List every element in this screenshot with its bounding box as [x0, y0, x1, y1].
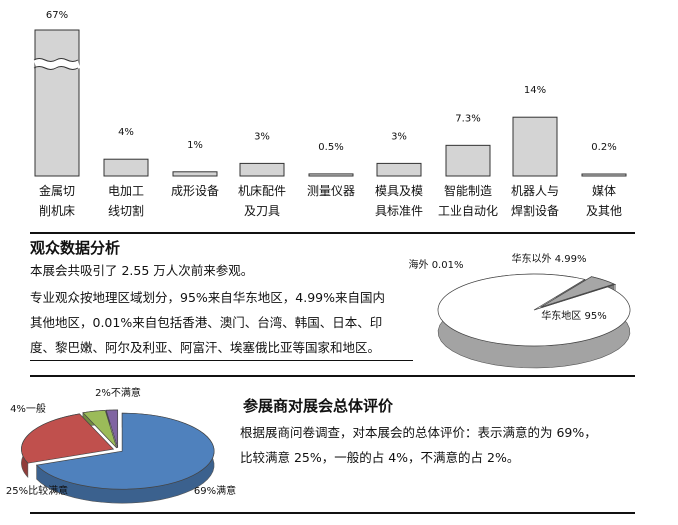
audience-underline	[30, 360, 413, 361]
audience-paragraph-2-line-2: 其他地区，0.01%来自包括香港、澳门、台湾、韩国、日本、印	[30, 315, 383, 330]
bar-category-label: 金属切 削机床	[38, 184, 75, 218]
audience-paragraph-2-line-1: 专业观众按地理区域划分，95%来自华东地区，4.99%来自国内	[30, 290, 385, 305]
evaluation-pie-slice	[82, 409, 118, 449]
pie-label-overseas: 海外 0.01%	[409, 258, 464, 271]
bar	[308, 173, 354, 177]
bar	[172, 171, 218, 177]
audience-paragraph-2-line-3: 度、黎巴嫩、阿尔及利亚、阿富汗、埃塞俄比亚等国家和地区。	[30, 340, 381, 355]
divider-middle	[30, 375, 635, 377]
bar-category-label: 测量仪器	[306, 184, 355, 198]
region-pie-slice	[437, 273, 631, 347]
bar	[581, 173, 627, 177]
bar	[103, 158, 149, 177]
bar-value-label: 0.5%	[318, 142, 343, 153]
bar-category-label: 成形设备	[170, 184, 219, 198]
bar-value-label: 4%	[118, 127, 134, 138]
pie-label-dissatisfied: 2%不满意	[95, 386, 141, 399]
audience-title: 观众数据分析	[30, 239, 121, 257]
bar-category-label: 智能制造 工业自动化	[437, 184, 498, 218]
evaluation-pie-slice	[105, 409, 119, 449]
bar-category-label: 电加工 线切割	[107, 184, 144, 218]
axis-break-line	[33, 58, 79, 62]
exhibitor-paragraph-line-2: 比较满意 25%，一般的占 4%，不满意的占 2%。	[240, 450, 520, 465]
bar	[512, 116, 558, 177]
divider-bottom	[30, 512, 635, 514]
bar-category-label: 媒体 及其他	[585, 184, 622, 218]
bar	[34, 29, 80, 177]
bar	[239, 162, 285, 177]
bar	[376, 162, 422, 177]
bar-value-label: 3%	[254, 131, 270, 142]
region-pie-slice	[540, 276, 616, 308]
evaluation-pie-slice	[21, 413, 115, 464]
bar-category-label: 机器人与 焊割设备	[510, 184, 559, 218]
axis-break	[34, 58, 80, 70]
pie-label-outside-east-china: 华东以外 4.99%	[512, 252, 587, 265]
bar-category-label: 模具及模 具标准件	[374, 184, 423, 218]
pie-label-east-china: 华东地区 95%	[541, 309, 606, 322]
bar	[445, 144, 491, 177]
pie-label-average: 4%一般	[10, 402, 46, 415]
axis-break-line	[33, 66, 79, 70]
evaluation-pie-slice	[35, 412, 215, 490]
bar-value-label: 7.3%	[455, 113, 480, 124]
bar-value-label: 0.2%	[591, 142, 616, 153]
audience-paragraph-1: 本展会共吸引了 2.55 万人次前来参观。	[30, 263, 254, 278]
region-pie-slice	[541, 284, 617, 308]
divider-top	[30, 232, 635, 234]
bar-category-label: 机床配件 及刀具	[237, 184, 286, 218]
bar-value-label: 3%	[391, 131, 407, 142]
bar-value-label: 14%	[524, 85, 546, 96]
bar-value-label: 1%	[187, 140, 203, 151]
bar-chart: 67% 4% 1% 3% 0.5% 3% 7.3% 14% 0.2%	[33, 10, 627, 177]
pie-label-fairly-satisfied: 25%比较满意	[6, 484, 68, 497]
bar-value-label: 67%	[46, 10, 68, 21]
exhibitor-paragraph-line-1: 根据展商问卷调查，对本展会的总体评价：表示满意的为 69%，	[240, 425, 597, 440]
pie-label-satisfied: 69%满意	[194, 484, 236, 497]
exhibitor-title: 参展商对展会总体评价	[243, 397, 394, 415]
